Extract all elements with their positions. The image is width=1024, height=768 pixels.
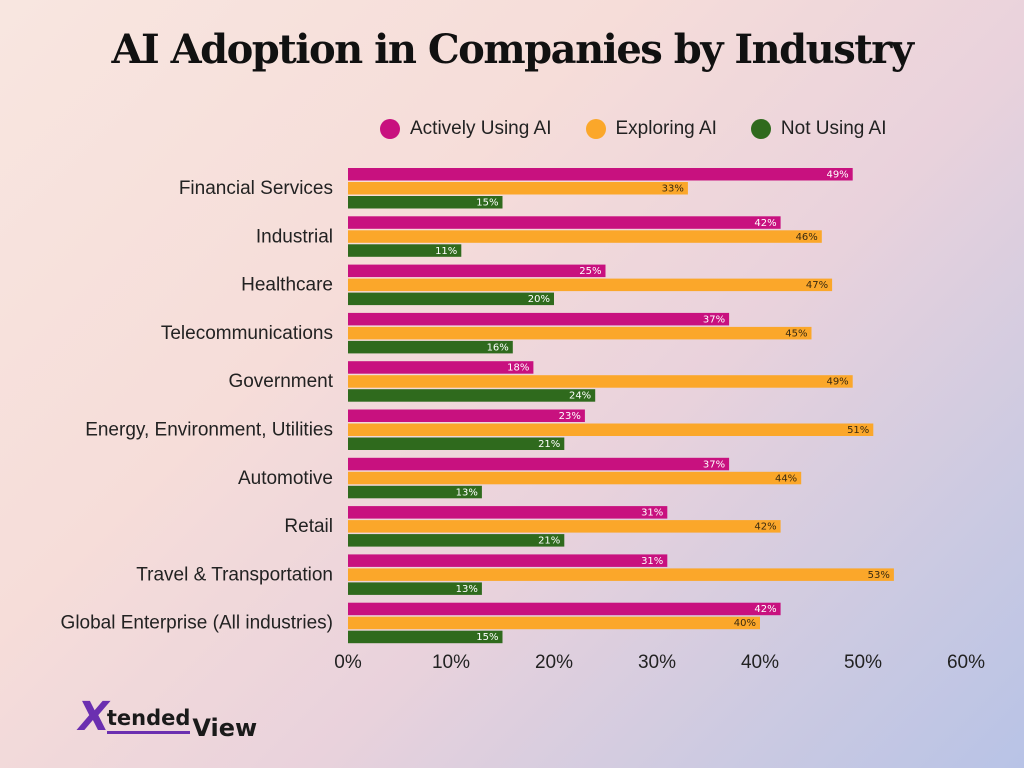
data-label-actively-using-ai-healthcare: 25% (579, 266, 601, 277)
data-label-exploring-ai-industrial: 46% (796, 232, 818, 243)
category-label-energy-environment-utilities: Energy, Environment, Utilities (85, 420, 333, 441)
category-label-government: Government (228, 371, 333, 392)
legend-label-exploring-ai: Exploring AI (615, 118, 717, 139)
bar-actively-using-ai-industrial (348, 216, 781, 229)
bar-chart: Financial Services 49% 33% 15% Industrial 42%… (61, 168, 985, 673)
bar-exploring-ai-automotive (348, 471, 802, 485)
data-label-actively-using-ai-automotive: 37% (703, 459, 725, 470)
data-label-actively-using-ai-retail: 31% (641, 508, 663, 519)
bar-actively-using-ai-automotive (348, 457, 730, 471)
legend-item-exploring-ai: Exploring AI (585, 118, 717, 140)
category-label-telecommunications: Telecommunications (161, 323, 333, 344)
data-label-actively-using-ai-energy-environment-utilities: 23% (559, 411, 581, 422)
legend-swatch-not-using-ai (750, 119, 771, 139)
data-label-not-using-ai-travel-transportation: 13% (456, 584, 478, 595)
data-label-not-using-ai-telecommunications: 16% (487, 342, 509, 353)
legend-item-actively-using-ai: Actively Using AI (380, 118, 552, 140)
data-label-actively-using-ai-travel-transportation: 31% (641, 556, 663, 567)
data-label-actively-using-ai-financial-services: 49% (826, 170, 848, 181)
data-label-exploring-ai-healthcare: 47% (806, 280, 828, 291)
bar-not-using-ai-energy-environment-utilities (348, 437, 565, 450)
data-label-exploring-ai-travel-transportation: 53% (868, 570, 890, 581)
chart-title: AI Adoption in Companies by Industry (111, 26, 914, 73)
data-label-not-using-ai-financial-services: 15% (476, 198, 498, 209)
bar-exploring-ai-energy-environment-utilities (348, 423, 874, 436)
bar-actively-using-ai-energy-environment-utilities (348, 409, 585, 422)
data-label-exploring-ai-telecommunications: 45% (785, 328, 807, 339)
logo-x-mark: X (73, 694, 113, 740)
bar-exploring-ai-healthcare (348, 278, 833, 292)
data-label-not-using-ai-healthcare: 20% (528, 294, 550, 305)
bar-not-using-ai-healthcare (348, 292, 554, 306)
x-tick-label-30: 30% (638, 652, 676, 673)
x-tick-label-10: 10% (432, 652, 470, 673)
bar-exploring-ai-global-enterprise-all-industries (348, 616, 760, 630)
bar-exploring-ai-retail (348, 520, 781, 533)
bar-not-using-ai-retail (348, 534, 565, 547)
data-label-exploring-ai-government: 49% (826, 377, 848, 388)
x-tick-label-40: 40% (741, 652, 779, 673)
bar-exploring-ai-government (348, 375, 853, 388)
x-tick-label-50: 50% (844, 652, 882, 673)
x-tick-label-0: 0% (334, 652, 362, 673)
category-label-industrial: Industrial (256, 226, 333, 247)
xtendedview-logo: X tended View (73, 694, 257, 740)
logo-tended-text: tended (106, 706, 191, 734)
category-label-healthcare: Healthcare (241, 275, 333, 296)
bar-not-using-ai-industrial (348, 244, 462, 257)
data-label-exploring-ai-retail: 42% (754, 522, 776, 533)
category-label-retail: Retail (284, 516, 333, 537)
bar-actively-using-ai-global-enterprise-all-industries (348, 602, 781, 616)
data-label-not-using-ai-energy-environment-utilities: 21% (538, 439, 560, 450)
data-label-exploring-ai-global-enterprise-all-industries: 40% (734, 618, 756, 629)
bar-exploring-ai-travel-transportation (348, 568, 894, 581)
logo-view-text: View (192, 714, 258, 742)
category-label-travel-transportation: Travel & Transportation (136, 564, 333, 585)
bar-actively-using-ai-financial-services (348, 168, 853, 181)
data-label-not-using-ai-automotive: 13% (456, 487, 478, 498)
bar-actively-using-ai-retail (348, 506, 668, 519)
category-label-global-enterprise-all-industries: Global Enterprise (All industries) (61, 613, 333, 634)
x-tick-label-20: 20% (535, 652, 573, 673)
bar-exploring-ai-industrial (348, 230, 822, 243)
data-label-not-using-ai-global-enterprise-all-industries: 15% (476, 632, 498, 643)
chart-legend: Actively Using AI Exploring AI Not Using… (380, 118, 887, 140)
category-label-automotive: Automotive (238, 468, 333, 489)
data-label-not-using-ai-retail: 21% (538, 536, 560, 547)
legend-swatch-exploring-ai (585, 119, 606, 139)
x-tick-label-60: 60% (947, 652, 985, 673)
bar-not-using-ai-travel-transportation (348, 582, 482, 595)
bar-exploring-ai-telecommunications (348, 326, 812, 340)
legend-label-not-using-ai: Not Using AI (780, 118, 887, 139)
data-label-actively-using-ai-global-enterprise-all-industries: 42% (754, 604, 776, 615)
bar-actively-using-ai-telecommunications (348, 312, 730, 326)
data-label-exploring-ai-energy-environment-utilities: 51% (847, 425, 869, 436)
legend-swatch-actively-using-ai (380, 119, 400, 139)
data-label-not-using-ai-government: 24% (569, 391, 591, 402)
bar-actively-using-ai-government (348, 361, 534, 374)
data-label-not-using-ai-industrial: 11% (435, 246, 457, 257)
bar-not-using-ai-financial-services (348, 196, 503, 209)
bar-not-using-ai-telecommunications (348, 340, 513, 354)
bar-actively-using-ai-travel-transportation (348, 554, 668, 567)
bar-not-using-ai-automotive (348, 485, 482, 499)
category-label-financial-services: Financial Services (179, 178, 333, 199)
data-label-actively-using-ai-telecommunications: 37% (703, 314, 725, 325)
data-label-exploring-ai-automotive: 44% (775, 473, 797, 484)
legend-item-not-using-ai: Not Using AI (750, 118, 887, 140)
data-label-exploring-ai-financial-services: 33% (662, 184, 684, 195)
data-label-actively-using-ai-government: 18% (507, 363, 529, 374)
bar-not-using-ai-government (348, 389, 596, 402)
data-label-actively-using-ai-industrial: 42% (754, 218, 776, 229)
bar-exploring-ai-financial-services (348, 182, 688, 195)
bar-actively-using-ai-healthcare (348, 264, 606, 278)
bar-not-using-ai-global-enterprise-all-industries (348, 630, 503, 644)
legend-label-actively-using-ai: Actively Using AI (410, 118, 552, 139)
